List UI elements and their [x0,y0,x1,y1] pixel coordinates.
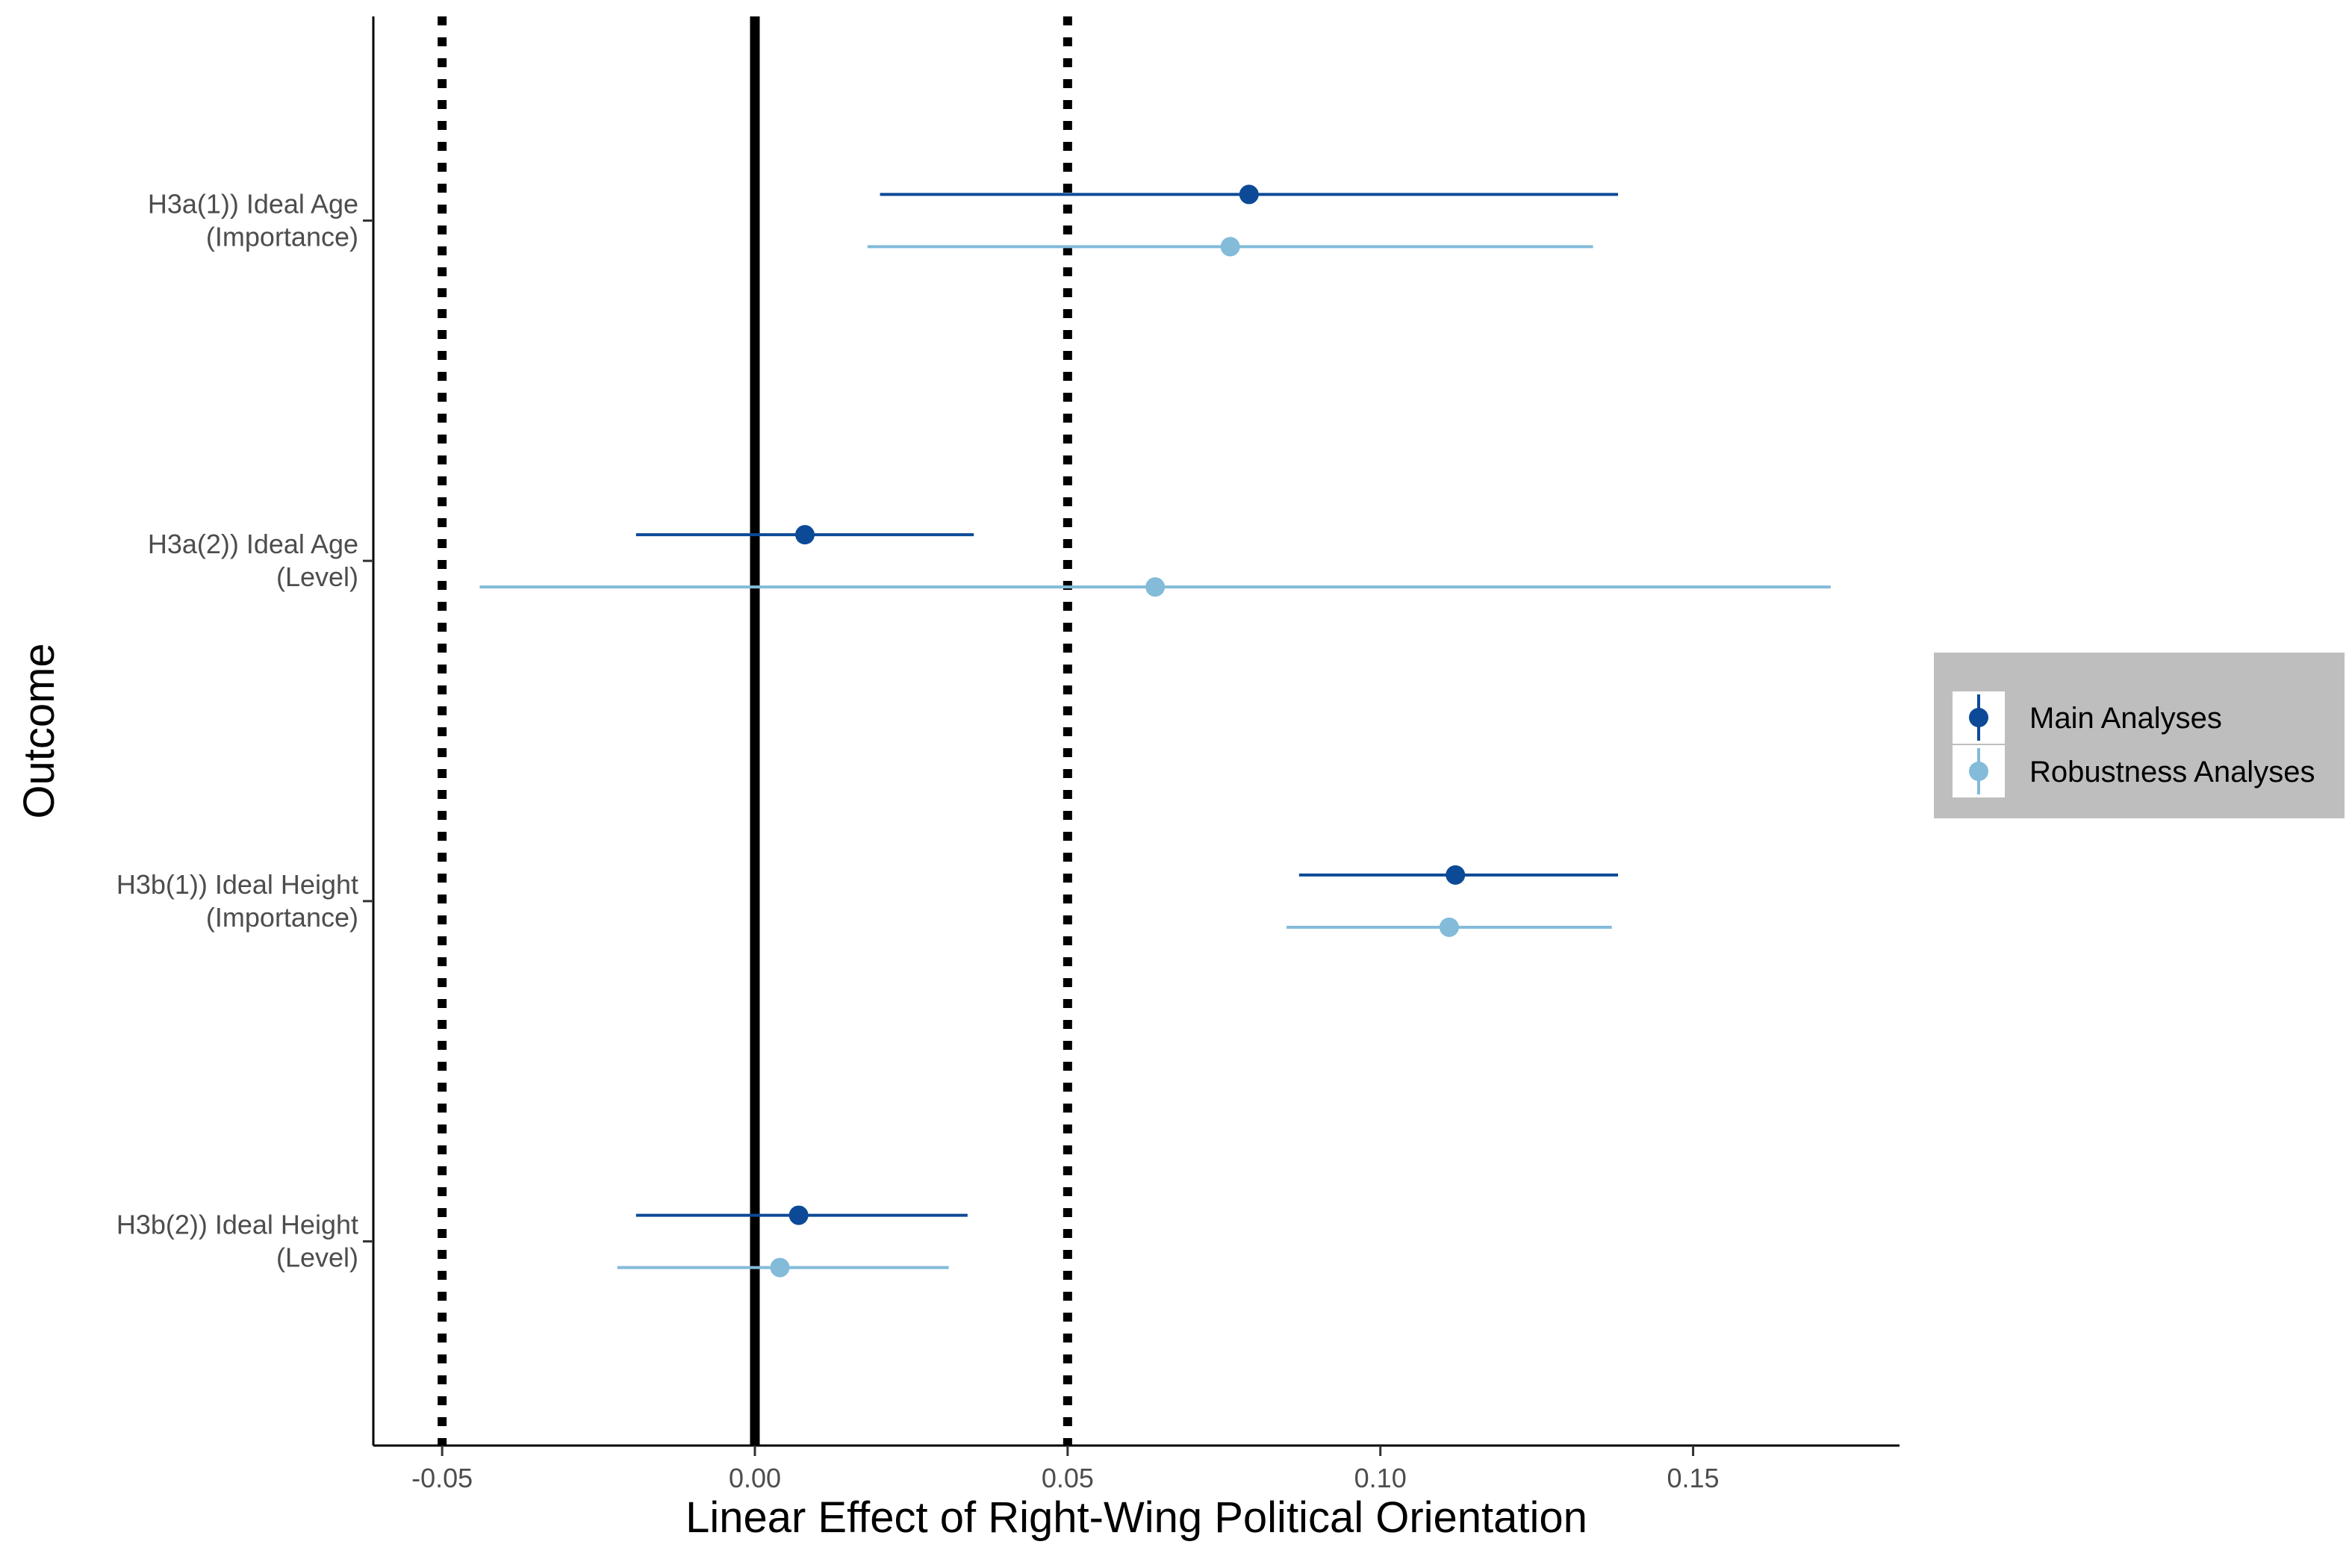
y-tick-label-line: H3a(1)) Ideal Age [148,188,358,219]
legend-key-point [1969,762,1988,781]
x-tick-label: 0.05 [1042,1463,1094,1493]
y-tick-label: H3b(1)) Ideal Height (Importance) [116,869,358,933]
x-tick-label: -0.05 [411,1463,473,1493]
x-ticks: -0.05 0.00 0.05 0.10 0.15 [411,1446,1720,1493]
legend: Main Analyses Robustness Analyses [1934,653,2345,818]
estimate-point [788,1205,809,1225]
y-axis-title: Outcome [15,643,63,818]
estimate-point [1439,917,1459,937]
x-axis-title: Linear Effect of Right-Wing Political Or… [685,1493,1587,1542]
y-tick-label-line: (Level) [276,1242,358,1273]
estimate-point [795,525,815,545]
y-tick-label-line: H3b(2)) Ideal Height [116,1210,358,1240]
series-main [635,184,1619,1225]
y-tick-label: H3a(2)) Ideal Age (Level) [148,529,358,592]
legend-key-point [1969,708,1988,727]
estimate-point [1145,577,1166,597]
estimate-point [1446,865,1466,885]
legend-label: Robustness Analyses [2029,756,2315,788]
y-tick-label-line: (Importance) [206,221,358,252]
estimate-point [1220,237,1240,257]
reference-lines [438,16,1072,1446]
axes [372,16,1900,1447]
y-tick-label: H3b(2)) Ideal Height (Level) [116,1210,358,1273]
y-ticks: H3a(1)) Ideal Age (Importance)H3a(2)) Ide… [116,188,373,1273]
series-layer [479,184,1831,1278]
x-tick-label: 0.10 [1354,1463,1407,1493]
y-tick-label-line: (Level) [276,561,358,592]
estimate-point [770,1257,790,1278]
y-tick-label-line: H3b(1)) Ideal Height [116,869,358,900]
x-tick-label: 0.00 [729,1463,781,1493]
legend-label: Main Analyses [2029,702,2222,735]
estimate-point [1239,184,1259,205]
y-tick-label-line: H3a(2)) Ideal Age [148,529,358,559]
series-robustness [479,237,1831,1278]
y-tick-label-line: (Importance) [206,902,358,933]
x-tick-label: 0.15 [1667,1463,1720,1493]
y-tick-label: H3a(1)) Ideal Age (Importance) [148,188,358,252]
